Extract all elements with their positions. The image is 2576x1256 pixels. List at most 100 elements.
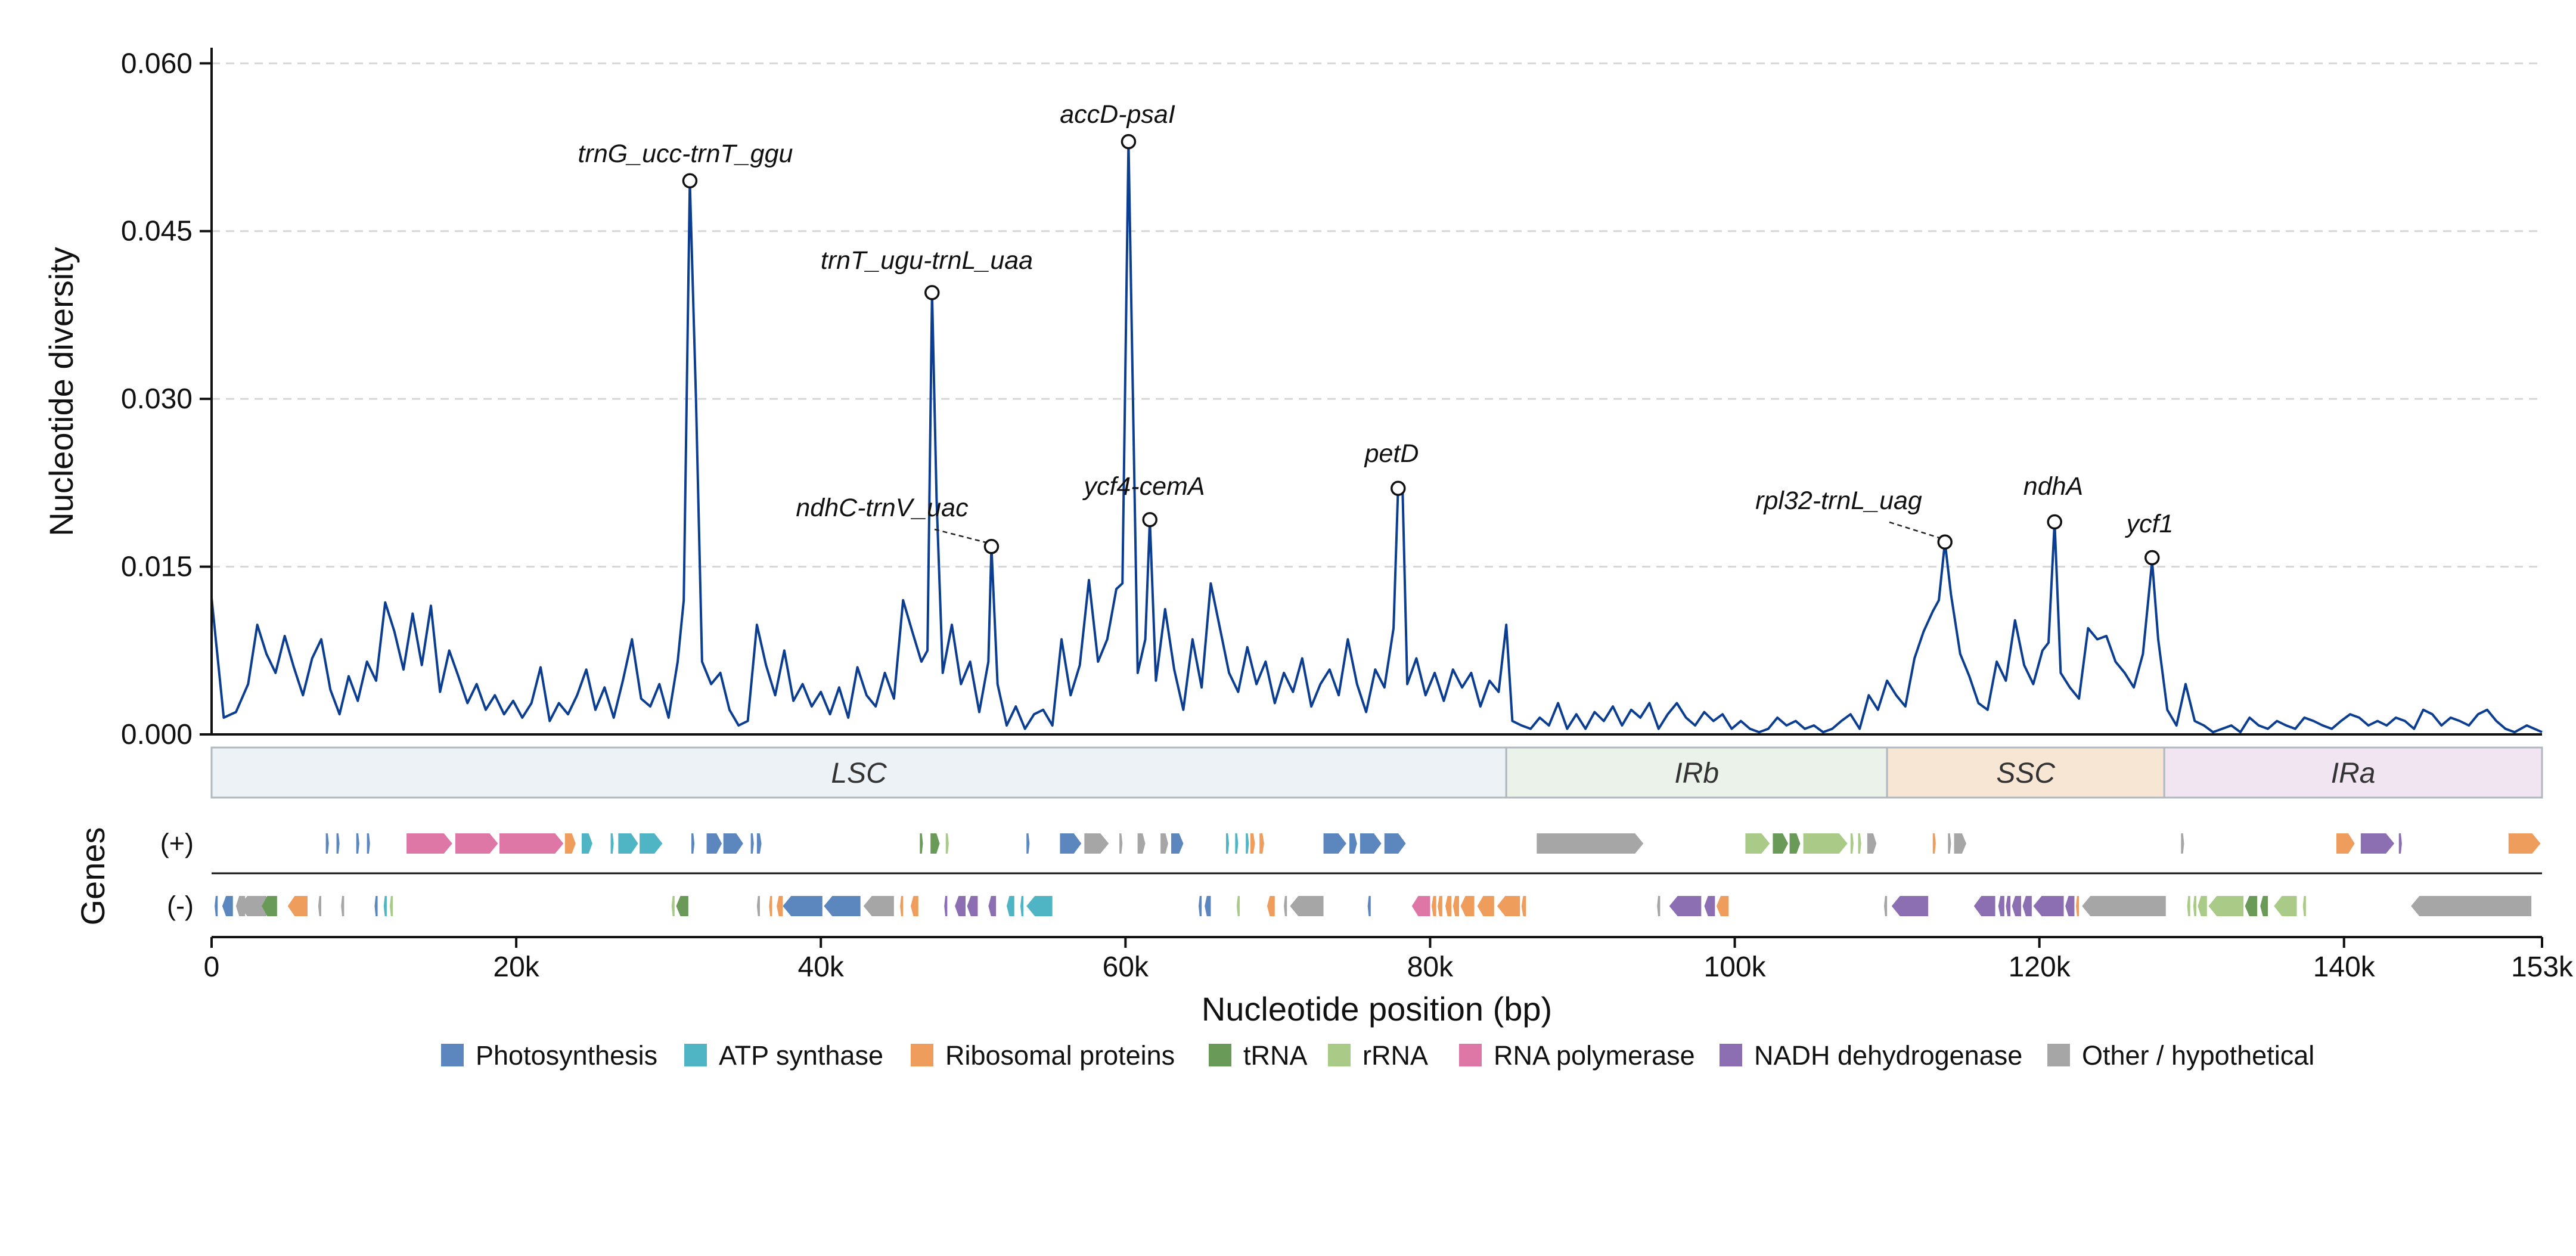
legend-item-atp: ATP synthase — [684, 1040, 883, 1071]
region-band: LSC IRb SSC IRa — [210, 746, 2543, 799]
peak-label: ndhA — [2023, 472, 2083, 501]
gene-photosynthesis — [1367, 896, 1371, 916]
gene-trna — [930, 833, 940, 854]
gene-photosynthesis — [1199, 896, 1202, 916]
gene-other — [1084, 833, 1109, 854]
x-tick-label: 20k — [493, 951, 539, 983]
gene-atp — [1020, 896, 1024, 916]
x-tick-label: 153k — [2511, 951, 2574, 983]
gene-nadh — [1998, 896, 2004, 916]
peak-marker — [983, 539, 1000, 554]
gene-nadh — [1669, 896, 1702, 916]
gene-ribosomal — [1445, 896, 1452, 916]
legend-item-trna: tRNA — [1209, 1040, 1308, 1071]
gene-nadh — [2065, 896, 2075, 916]
legend-label: RNA polymerase — [1494, 1040, 1695, 1071]
gene-rrna — [1236, 896, 1240, 916]
gene-nadh — [2033, 896, 2064, 916]
legend-swatch — [1328, 1044, 1351, 1066]
gene-other — [1884, 896, 1888, 916]
gene-atp — [1246, 833, 1249, 854]
legend-item-nadh: NADH dehydrogenase — [1720, 1040, 2022, 1071]
gene-rrna — [1858, 833, 1861, 854]
legend-item-photosynthesis: Photosynthesis — [441, 1040, 657, 1071]
region-lsc — [210, 746, 1507, 799]
strand-label: (+) — [160, 828, 194, 858]
y-tick-label: 0.045 — [121, 216, 193, 247]
legend-label: rRNA — [1363, 1040, 1428, 1071]
gene-trna — [1773, 833, 1788, 854]
diversity-line-layer — [210, 140, 2543, 734]
x-tick-label: 140k — [2313, 951, 2376, 983]
gene-trna — [1789, 833, 1801, 854]
gene-photosynthesis — [691, 833, 695, 854]
gene-photosynthesis — [824, 896, 861, 916]
legend-label: ATP synthase — [719, 1040, 883, 1071]
gene-atp — [618, 833, 638, 854]
gene-other — [1954, 833, 1966, 854]
gene-rrna — [2193, 896, 2196, 916]
gene-photosynthesis — [1323, 833, 1346, 854]
gene-photosynthesis — [723, 833, 743, 854]
gene-other — [2181, 833, 2184, 854]
legend-swatch — [1720, 1044, 1742, 1066]
x-tick-label: 60k — [1103, 951, 1149, 983]
legend-swatch — [911, 1044, 933, 1066]
peak-label: trnG_ucc-trnT_ggu — [578, 139, 793, 168]
region-label: IRa — [2331, 758, 2376, 789]
peak-label: ndhC-trnV_uac — [796, 494, 969, 522]
gene-ribosomal — [777, 896, 783, 916]
gene-other — [318, 896, 321, 916]
gene-other — [341, 896, 344, 916]
gene-tracks: (+) (-) — [160, 828, 2542, 921]
peak-marker — [1121, 134, 1137, 150]
gene-trna — [262, 896, 277, 916]
peak-marker — [1142, 512, 1157, 528]
gene-ribosomal — [900, 896, 904, 916]
region-label: LSC — [831, 758, 887, 789]
peak-marker — [1937, 534, 1953, 550]
gene-photosynthesis — [1171, 833, 1184, 854]
gene-nadh — [2006, 896, 2011, 916]
legend-swatch — [2047, 1044, 2070, 1066]
gene-other — [2411, 896, 2532, 916]
gene-atp — [1226, 833, 1230, 854]
gene-rrna — [2187, 896, 2190, 916]
peak-leader — [934, 528, 988, 544]
gene-rrna — [2198, 896, 2207, 916]
gene-rna_polymerase — [1411, 896, 1430, 916]
legend-swatch — [1459, 1044, 1482, 1066]
gene-rna_polymerase — [406, 833, 452, 854]
gene-atp — [1235, 833, 1239, 854]
gene-nadh — [2360, 833, 2395, 854]
gene-rrna — [2302, 896, 2306, 916]
peak-marker — [2047, 514, 2062, 530]
genes-track-title: Genes — [74, 827, 111, 926]
gene-other — [863, 896, 894, 916]
gene-rna_polymerase — [455, 833, 498, 854]
legend-label: NADH dehydrogenase — [1754, 1040, 2022, 1071]
legend: Photosynthesis ATP synthase Ribosomal prot… — [441, 1040, 2314, 1071]
gene-other — [1290, 896, 1324, 916]
gene-atp — [610, 833, 614, 854]
gene-rrna — [2274, 896, 2297, 916]
gene-photosynthesis — [222, 896, 233, 916]
gene-photosynthesis — [1060, 833, 1082, 854]
peak-layer: trnG_ucc-trnT_ggu trnT_ugu-trnL_uaa ndhC-t… — [578, 100, 2173, 566]
gene-photosynthesis — [783, 896, 823, 916]
peak-label: ycf4-cemA — [1082, 472, 1205, 501]
peak-marker — [682, 173, 698, 189]
gene-photosynthesis — [374, 896, 378, 916]
gene-other — [756, 896, 760, 916]
gene-other — [239, 896, 266, 916]
gene-photosynthesis — [1384, 833, 1406, 854]
gene-rrna — [671, 896, 675, 916]
gene-photosynthesis — [756, 833, 762, 854]
gene-photosynthesis — [1205, 896, 1211, 916]
gene-rrna — [1803, 833, 1848, 854]
legend-swatch — [441, 1044, 464, 1066]
gene-nadh — [1704, 896, 1715, 916]
x-tick-label: 120k — [2009, 951, 2071, 983]
y-tick-label: 0.030 — [121, 383, 193, 415]
gene-ribosomal — [564, 833, 576, 854]
